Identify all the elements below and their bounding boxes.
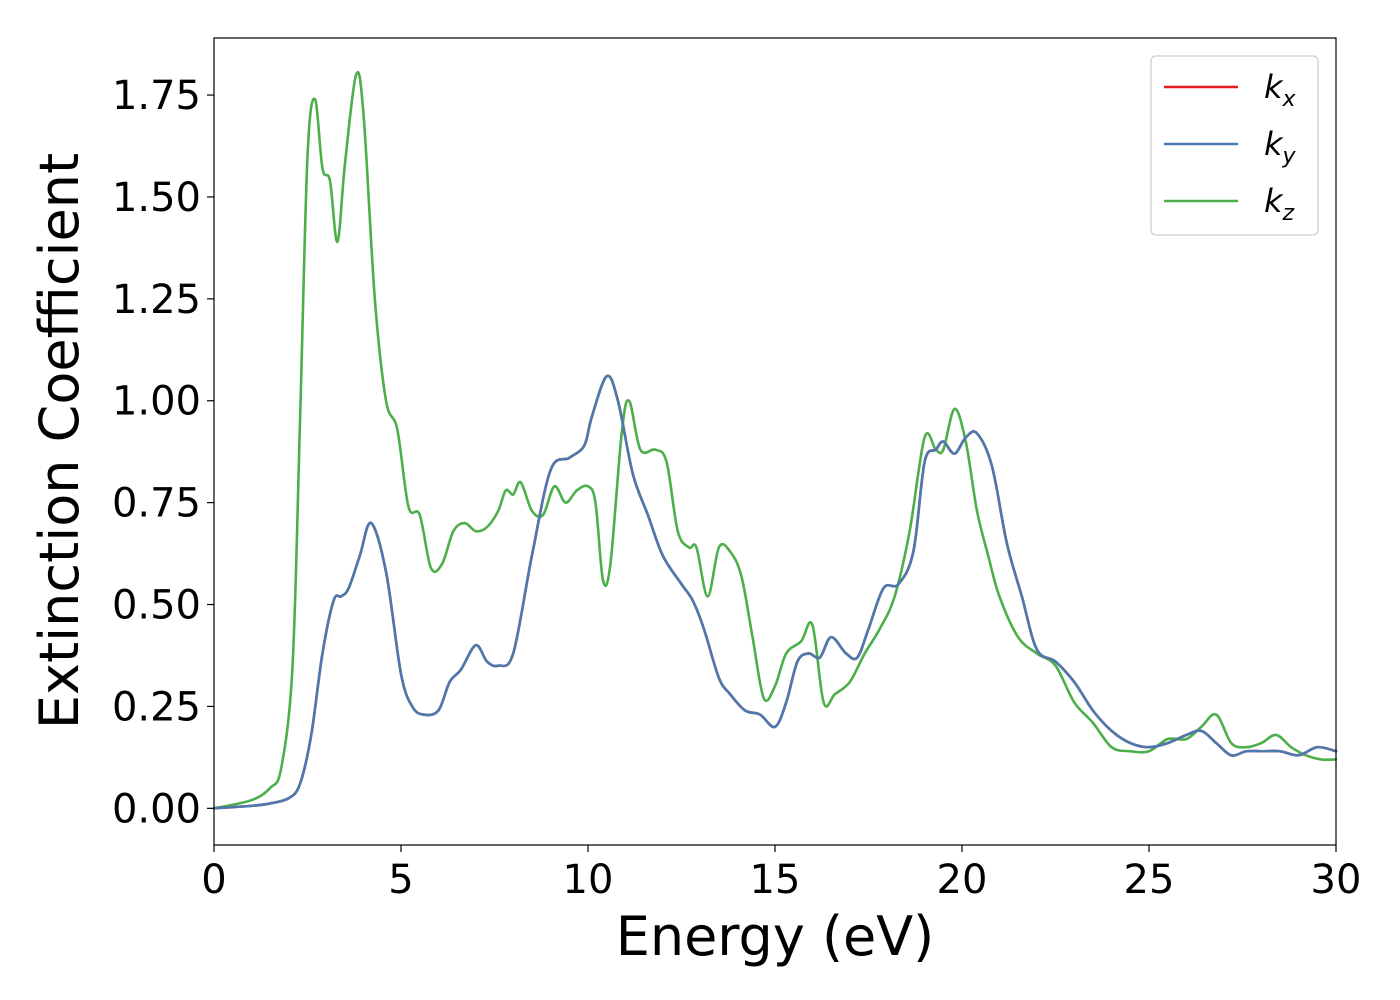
x-tick-label: 10 <box>563 857 614 903</box>
series-layer <box>212 71 1338 810</box>
y-tick-label: 1.50 <box>112 175 201 221</box>
series-line-ky <box>212 374 1338 810</box>
legend-label-base: k <box>1264 68 1284 106</box>
legend-label-subscript: y <box>1282 144 1297 169</box>
y-tick-label: 0.25 <box>112 684 201 730</box>
legend-label-subscript: x <box>1282 87 1297 112</box>
legend-label-base: k <box>1264 182 1284 220</box>
legend-label-subscript: z <box>1282 201 1295 226</box>
legend-label-kz: kz <box>1264 182 1295 226</box>
x-tick-label: 20 <box>937 857 988 903</box>
x-axis-ticks: 0 5 10 15 20 25 30 <box>201 845 1361 903</box>
x-tick-label: 25 <box>1124 857 1175 903</box>
x-tick-label: 5 <box>388 857 413 903</box>
x-tick-label: 30 <box>1311 857 1362 903</box>
x-tick-label: 0 <box>201 857 226 903</box>
y-tick-label: 1.25 <box>112 277 201 323</box>
y-tick-label: 1.75 <box>112 73 201 119</box>
y-tick-label: 0.50 <box>112 583 201 629</box>
y-tick-label: 1.00 <box>112 379 201 425</box>
legend-label-kx: kx <box>1264 68 1297 112</box>
legend-box <box>1150 55 1319 236</box>
y-tick-label: 0.75 <box>112 481 201 527</box>
series-line-kz <box>212 71 1338 810</box>
y-tick-label: 0.00 <box>112 786 201 832</box>
legend-label-ky: ky <box>1264 125 1297 169</box>
y-axis-title: Extinction Coefficient <box>28 153 91 729</box>
x-axis-title: Energy (eV) <box>616 905 935 968</box>
y-axis-ticks: 0.00 0.25 0.50 0.75 1.00 1.25 1.50 1.75 <box>112 73 214 832</box>
x-tick-label: 15 <box>750 857 801 903</box>
legend-label-base: k <box>1264 125 1284 163</box>
